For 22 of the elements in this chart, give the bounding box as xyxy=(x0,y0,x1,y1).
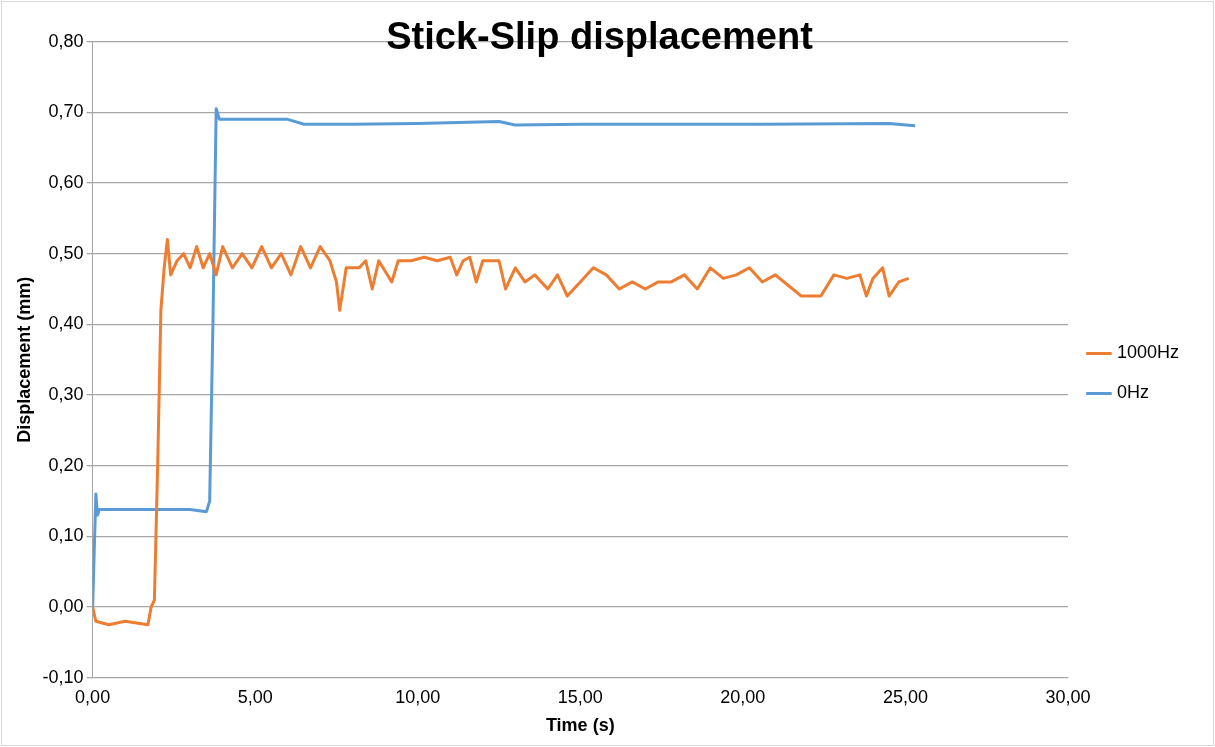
y-tick-label: 0,30 xyxy=(48,384,84,405)
x-tick-label: 30,00 xyxy=(1045,686,1091,707)
y-tick-label: 0,00 xyxy=(48,596,84,617)
x-tick-label: 5,00 xyxy=(237,686,273,707)
y-tick-label: 0,20 xyxy=(48,454,84,475)
x-tick-label: 15,00 xyxy=(557,686,603,707)
y-tick-label: 0,10 xyxy=(48,525,84,546)
x-axis-title: Time (s) xyxy=(545,715,615,736)
x-tick-label: 20,00 xyxy=(720,686,766,707)
y-tick-label: 0,70 xyxy=(48,101,84,122)
legend-label: 1000Hz xyxy=(1116,342,1179,363)
x-tick-label: 25,00 xyxy=(882,686,928,707)
legend-label: 0Hz xyxy=(1116,382,1149,403)
y-tick-label: 0,50 xyxy=(48,242,84,263)
y-tick-label: 0,80 xyxy=(48,30,84,51)
y-tick-label: 0,40 xyxy=(48,313,84,334)
y-tick-label: 0,60 xyxy=(48,171,84,192)
x-tick-label: 0,00 xyxy=(75,686,111,707)
x-tick-label: 10,00 xyxy=(395,686,441,707)
y-tick-label: -0,10 xyxy=(42,666,84,687)
y-axis-title: Displacement (mm) xyxy=(13,276,34,443)
chart-title: Stick-Slip displacement xyxy=(386,15,814,58)
